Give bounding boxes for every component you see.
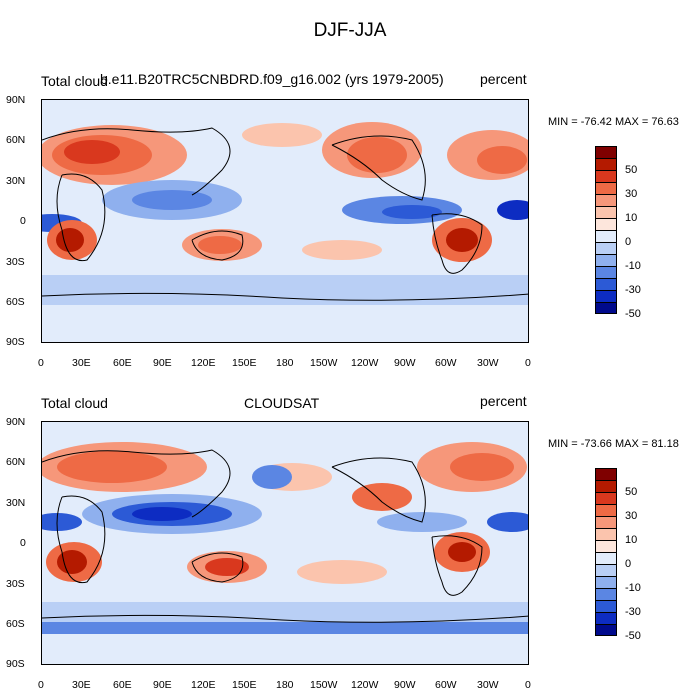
difference-map bbox=[42, 100, 528, 342]
colorbar-swatch bbox=[595, 612, 617, 624]
colorbar-swatch bbox=[595, 528, 617, 540]
x-tick-label: 120W bbox=[351, 679, 379, 691]
colorbar-label: -30 bbox=[625, 606, 641, 618]
y-tick-label: 0 bbox=[20, 215, 26, 227]
colorbar-label: 50 bbox=[625, 486, 638, 498]
dataset-label: b.e11.B20TRC5CNBDRD.f09_g16.002 (yrs 197… bbox=[100, 71, 444, 87]
dataset-label: CLOUDSAT bbox=[244, 395, 320, 411]
y-tick-label: 60N bbox=[6, 456, 26, 468]
colorbar-swatch bbox=[595, 504, 617, 516]
x-tick-label: 60E bbox=[113, 679, 132, 691]
colorbar-swatch bbox=[595, 254, 617, 266]
y-tick-label: 60S bbox=[6, 296, 25, 308]
colorbar-swatch bbox=[595, 290, 617, 302]
colorbar-label: 10 bbox=[625, 212, 638, 224]
colorbar-swatch bbox=[595, 492, 617, 504]
x-tick-label: 0 bbox=[525, 357, 531, 369]
x-tick-label: 90E bbox=[153, 357, 172, 369]
x-tick-label: 120W bbox=[351, 357, 379, 369]
colorbar-swatch bbox=[595, 540, 617, 552]
units-label: percent bbox=[480, 393, 527, 409]
y-tick-label: 30S bbox=[6, 256, 25, 268]
colorbar-swatch bbox=[595, 230, 617, 242]
x-tick-label: 120E bbox=[191, 357, 216, 369]
x-tick-label: 60W bbox=[435, 357, 457, 369]
x-tick-label: 150W bbox=[310, 357, 338, 369]
x-tick-label: 30W bbox=[477, 357, 499, 369]
x-tick-label: 150E bbox=[232, 357, 257, 369]
colorbar-swatch bbox=[595, 278, 617, 290]
map-panel-observation: Total cloud CLOUDSAT percent MIN = -73.6… bbox=[0, 322, 700, 691]
colorbar-label: 50 bbox=[625, 164, 638, 176]
variable-label: Total cloud bbox=[41, 73, 108, 89]
difference-map bbox=[42, 422, 528, 664]
y-tick-label: 60S bbox=[6, 618, 25, 630]
x-tick-label: 150W bbox=[310, 679, 338, 691]
y-tick-label: 30N bbox=[6, 175, 26, 187]
colorbar-label: -10 bbox=[625, 260, 641, 272]
colorbar-swatch bbox=[595, 218, 617, 230]
colorbar bbox=[595, 468, 617, 636]
colorbar-swatch bbox=[595, 266, 617, 278]
min-max-label: MIN = -73.66 MAX = 81.18 bbox=[548, 438, 679, 450]
colorbar-swatch bbox=[595, 600, 617, 612]
x-tick-label: 30E bbox=[72, 357, 91, 369]
colorbar-swatch bbox=[595, 206, 617, 218]
x-tick-label: 90W bbox=[394, 679, 416, 691]
y-tick-label: 90N bbox=[6, 94, 26, 106]
y-tick-label: 0 bbox=[20, 537, 26, 549]
colorbar-swatch bbox=[595, 516, 617, 528]
x-tick-label: 90W bbox=[394, 357, 416, 369]
colorbar-label: -30 bbox=[625, 284, 641, 296]
x-tick-label: 60W bbox=[435, 679, 457, 691]
colorbar-swatch bbox=[595, 564, 617, 576]
colorbar-swatch bbox=[595, 588, 617, 600]
colorbar-swatch bbox=[595, 480, 617, 492]
figure-title: DJF-JJA bbox=[313, 20, 387, 41]
colorbar-label: 10 bbox=[625, 534, 638, 546]
colorbar-swatch bbox=[595, 182, 617, 194]
colorbar-swatch bbox=[595, 194, 617, 206]
y-tick-label: 90N bbox=[6, 416, 26, 428]
y-tick-label: 90S bbox=[6, 336, 25, 348]
x-tick-label: 180 bbox=[276, 357, 294, 369]
map-plot-area bbox=[41, 421, 529, 665]
x-tick-label: 60E bbox=[113, 357, 132, 369]
x-tick-label: 0 bbox=[525, 679, 531, 691]
x-tick-label: 150E bbox=[232, 679, 257, 691]
colorbar-swatch bbox=[595, 468, 617, 480]
colorbar-swatch bbox=[595, 242, 617, 254]
x-tick-label: 120E bbox=[191, 679, 216, 691]
colorbar-label: 30 bbox=[625, 188, 638, 200]
y-tick-label: 30S bbox=[6, 578, 25, 590]
colorbar-swatch bbox=[595, 146, 617, 158]
variable-label: Total cloud bbox=[41, 395, 108, 411]
colorbar-label: 0 bbox=[625, 558, 632, 570]
x-tick-label: 90E bbox=[153, 679, 172, 691]
min-max-label: MIN = -76.42 MAX = 76.63 bbox=[548, 116, 679, 128]
colorbar-swatch bbox=[595, 158, 617, 170]
y-tick-label: 90S bbox=[6, 658, 25, 670]
y-tick-label: 60N bbox=[6, 134, 26, 146]
units-label: percent bbox=[480, 71, 527, 87]
x-tick-label: 30W bbox=[477, 679, 499, 691]
colorbar-label: -50 bbox=[625, 308, 641, 320]
colorbar bbox=[595, 146, 617, 314]
x-tick-label: 0 bbox=[38, 357, 44, 369]
map-panel-model: Total cloud b.e11.B20TRC5CNBDRD.f09_g16.… bbox=[0, 0, 700, 369]
x-tick-label: 180 bbox=[276, 679, 294, 691]
colorbar-swatch bbox=[595, 170, 617, 182]
colorbar-label: -10 bbox=[625, 582, 641, 594]
colorbar-swatch bbox=[595, 624, 617, 636]
colorbar-swatch bbox=[595, 302, 617, 314]
y-tick-label: 30N bbox=[6, 497, 26, 509]
colorbar-label: 30 bbox=[625, 510, 638, 522]
colorbar-label: -50 bbox=[625, 630, 641, 642]
colorbar-swatch bbox=[595, 576, 617, 588]
x-tick-label: 0 bbox=[38, 679, 44, 691]
map-plot-area bbox=[41, 99, 529, 343]
colorbar-label: 0 bbox=[625, 236, 632, 248]
colorbar-swatch bbox=[595, 552, 617, 564]
x-tick-label: 30E bbox=[72, 679, 91, 691]
